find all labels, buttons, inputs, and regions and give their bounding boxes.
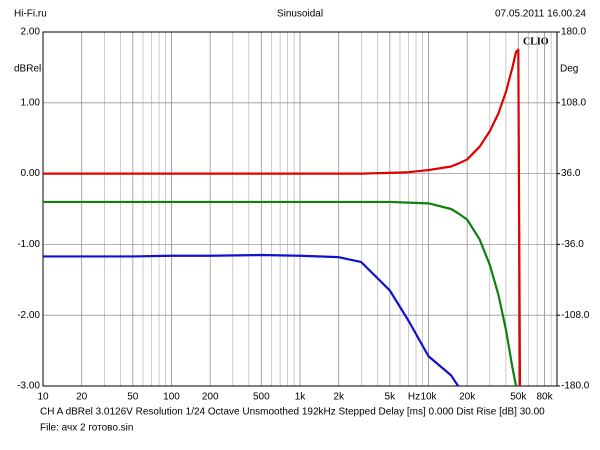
annotation: CLIO [523, 36, 549, 47]
source: Hi-Fi.ru [14, 9, 47, 20]
y2-tick-label: -108.0 [561, 310, 590, 321]
x-tick-label: 50 [127, 392, 139, 403]
y2-axis-label: Deg [560, 64, 578, 75]
y-tick-label: 1.00 [21, 97, 41, 108]
y2-tick-label: -180.0 [561, 381, 590, 392]
y2-tick-label: -36.0 [561, 239, 584, 250]
x-tick-label: 1k [295, 392, 307, 403]
y2-tick-label: 180.0 [561, 27, 586, 38]
y-tick-label: -3.00 [17, 381, 40, 392]
chart-title: Sinusoidal [277, 9, 323, 20]
x-tick-label: 10 [37, 392, 49, 403]
y2-tick-label: 36.0 [561, 168, 581, 179]
x-tick-label: 500 [253, 392, 270, 403]
x-tick-label: 20k [459, 392, 476, 403]
x-tick-label: 80k [536, 392, 553, 403]
x-tick-label: 200 [202, 392, 219, 403]
y-tick-label: -1.00 [17, 239, 40, 250]
x-tick-label: 10k [420, 392, 437, 403]
x-tick-label: 100 [163, 392, 180, 403]
y-tick-label: 0.00 [21, 168, 41, 179]
file-name: File: ачх 2 готово.sin [40, 423, 133, 434]
y-tick-label: 2.00 [21, 27, 41, 38]
y2-tick-label: 108.0 [561, 97, 586, 108]
settings: CH A dBRel 3.0126V Resolution 1/24 Octav… [40, 407, 545, 418]
plot-frame [42, 31, 558, 387]
y-axis-label: dBRel [14, 64, 41, 75]
date: 07.05.2011 16.00.24 [495, 9, 586, 20]
x-tick-label: 2k [333, 392, 345, 403]
x-tick-label: 5k [385, 392, 397, 403]
x-axis-label: Hz [408, 392, 420, 403]
x-tick-label: 20 [76, 392, 88, 403]
series-line [43, 253, 460, 387]
series-line [43, 200, 518, 387]
y-tick-label: -2.00 [17, 310, 40, 321]
series-line [43, 48, 522, 387]
x-tick-label: 50k [510, 392, 527, 403]
